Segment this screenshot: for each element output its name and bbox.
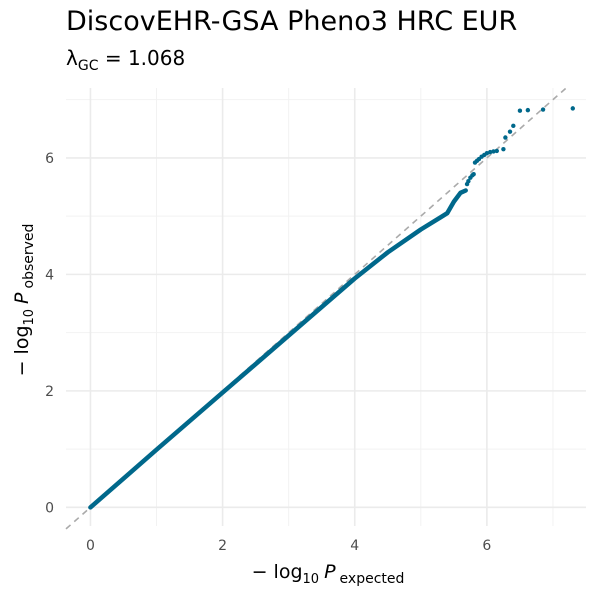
lambda-subscript: GC (77, 58, 99, 74)
qq-point (484, 151, 490, 156)
qq-point (503, 135, 508, 140)
x-tick-label: 0 (86, 538, 95, 554)
lambda-equals: = (98, 46, 128, 70)
qq-point (511, 123, 516, 129)
x-axis-ticks: 0 2 4 6 (86, 538, 491, 554)
chart-title: DiscovEHR-GSA Pheno3 HRC EUR (66, 6, 518, 37)
qq-point (507, 129, 513, 134)
y-tick-label: 0 (45, 500, 54, 516)
x-tick-label: 2 (218, 538, 227, 554)
lambda-symbol: λ (66, 46, 78, 70)
qq-point (501, 146, 506, 152)
qq-points-bulk (88, 188, 468, 510)
major-gridlines (66, 88, 586, 526)
y-tick-label: 6 (45, 151, 54, 167)
qq-point (517, 108, 523, 113)
x-tick-label: 4 (350, 538, 359, 554)
y-tick-label: 2 (45, 384, 54, 400)
qq-point (491, 149, 496, 154)
minor-gridlines (66, 88, 586, 526)
qq-point (570, 106, 575, 111)
qq-point (471, 172, 476, 177)
qq-point (525, 107, 531, 113)
y-axis-title: − log10Pobserved (11, 224, 37, 377)
x-tick-label: 6 (482, 538, 491, 554)
qq-point (466, 178, 471, 184)
y-tick-label: 4 (45, 267, 54, 283)
qq-point (494, 148, 500, 154)
chart-subtitle: λGC = 1.068 (66, 46, 185, 75)
qq-points-tail (464, 106, 575, 187)
qq-point (540, 107, 546, 112)
lambda-value: 1.068 (127, 46, 186, 70)
y-axis-ticks: 0 2 4 6 (45, 151, 54, 516)
qq-point (487, 149, 493, 155)
